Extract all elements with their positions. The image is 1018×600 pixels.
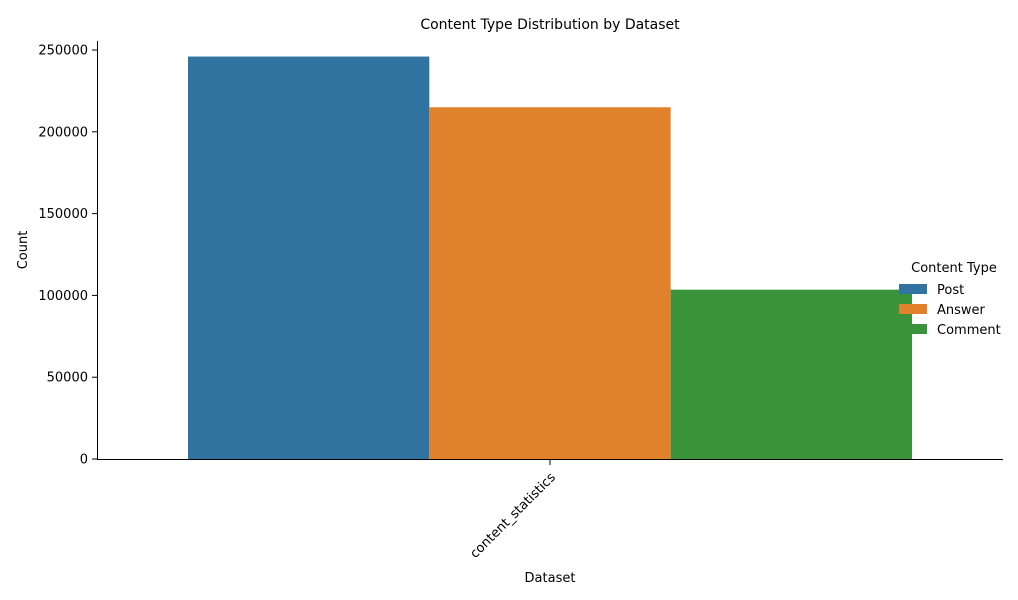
chart-title: Content Type Distribution by Dataset [420,17,680,33]
x-axis-label: Dataset [525,571,576,586]
legend-title: Content Type [911,261,997,276]
y-axis-label: Count [16,231,31,270]
y-ticks-group: 0 50000 100000 150000 200000 250000 [38,44,98,468]
x-ticks-group: content_statistics [467,459,559,562]
y-tick-label: 250000 [38,44,88,59]
y-tick-label: 100000 [38,289,88,304]
y-tick-label: 0 [80,453,88,468]
bar-answer [429,107,671,459]
legend: Content Type Post Answer Comment [899,261,1001,338]
legend-swatch-post [899,284,927,294]
legend-label-post: Post [937,283,964,298]
legend-label-answer: Answer [937,303,986,318]
y-tick-label: 150000 [38,207,88,222]
bar-post [188,56,430,459]
y-tick-label: 50000 [47,371,88,386]
bar-comment [670,289,912,459]
y-tick-label: 200000 [38,125,88,140]
legend-swatch-answer [899,304,927,314]
bars-group [188,56,912,459]
x-tick-label: content_statistics [467,470,559,562]
legend-swatch-comment [899,324,927,334]
legend-label-comment: Comment [937,323,1001,338]
